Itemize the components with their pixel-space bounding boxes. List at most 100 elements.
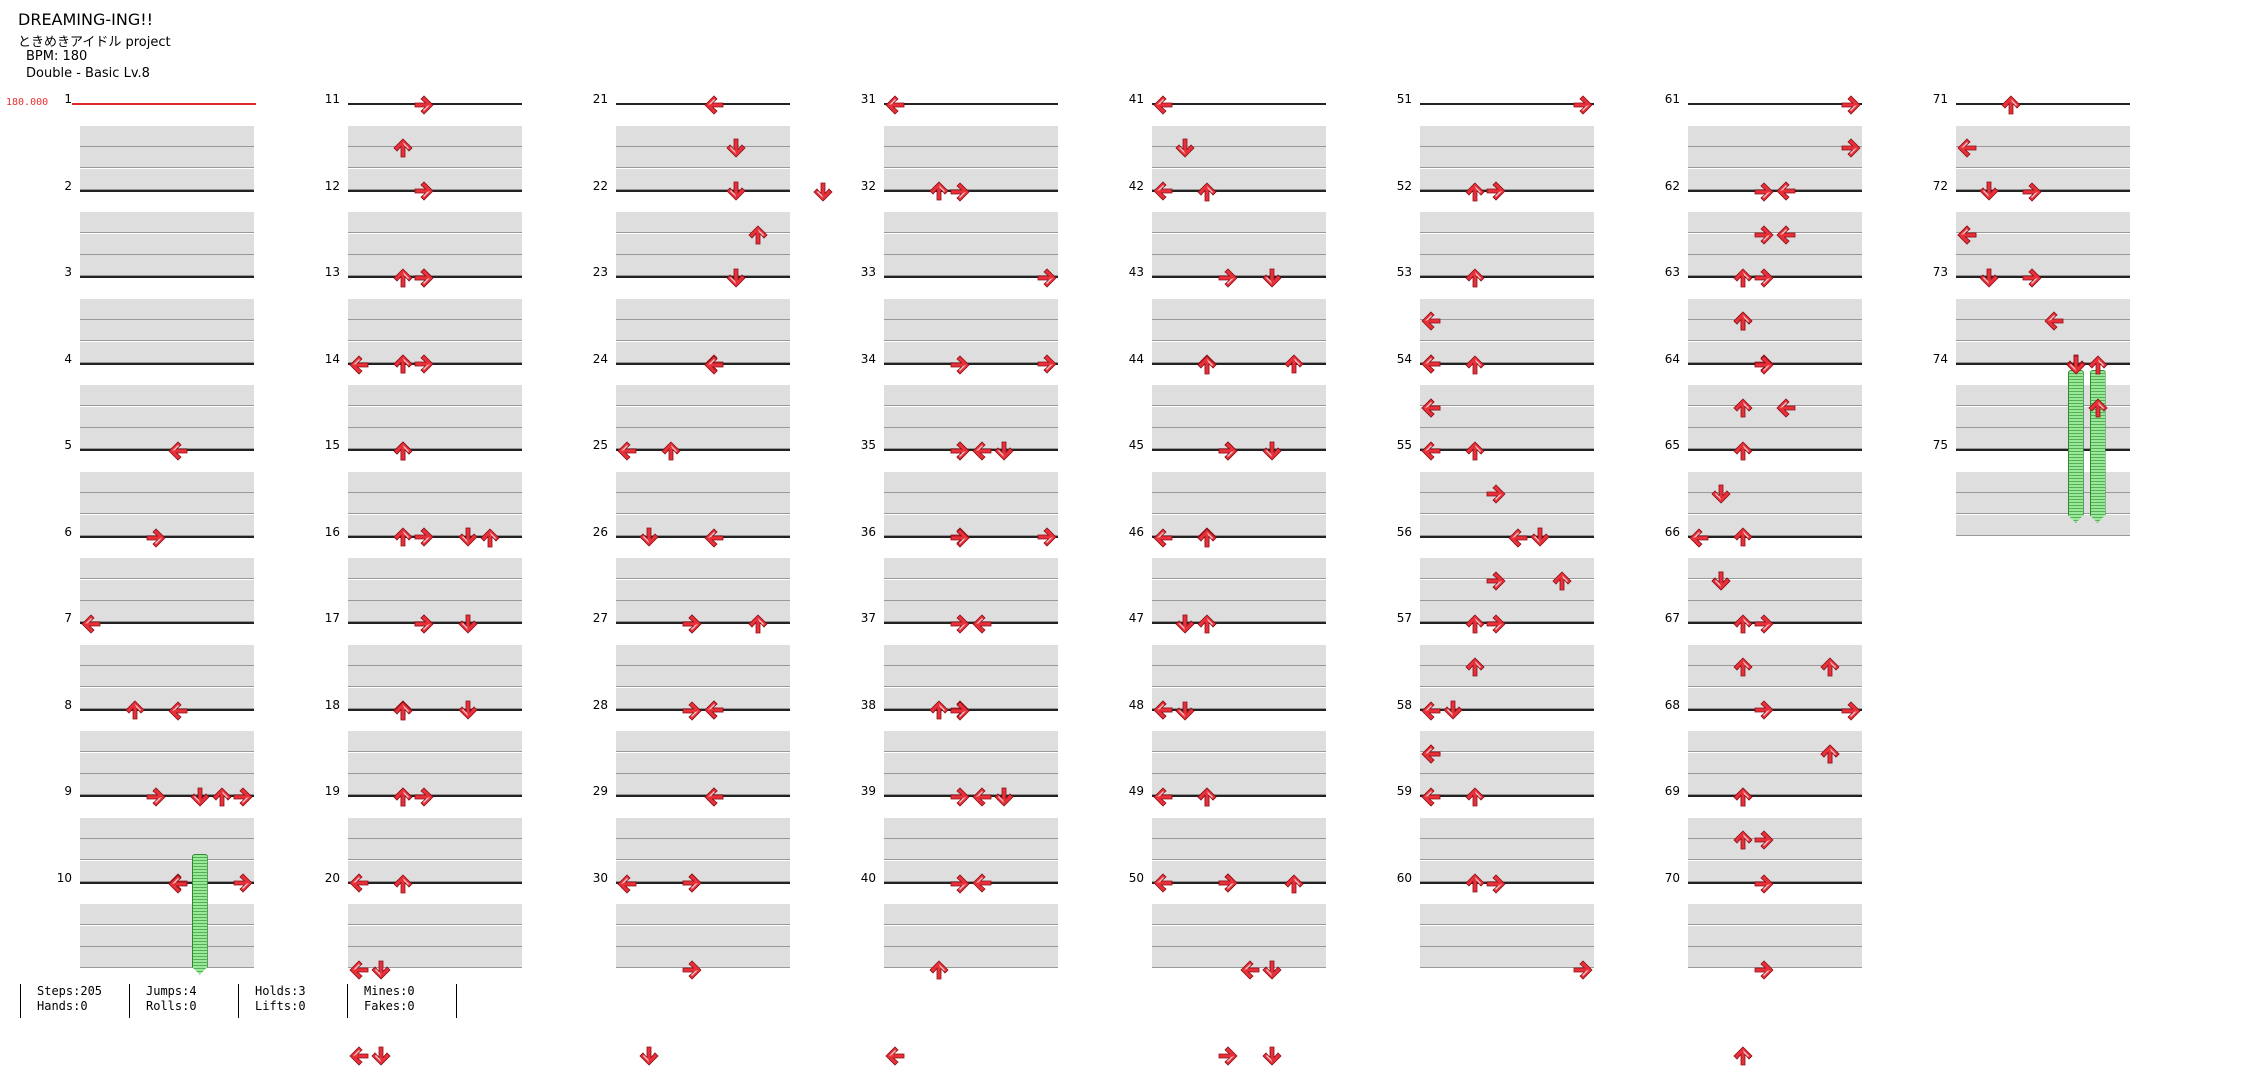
measure-line bbox=[1152, 708, 1326, 711]
beat-band bbox=[616, 774, 790, 796]
measure-line bbox=[884, 362, 1058, 365]
arrow-note bbox=[1421, 398, 1441, 418]
measure-number: 46 bbox=[1128, 524, 1144, 539]
measure-number: 69 bbox=[1664, 784, 1680, 798]
arrow-note bbox=[972, 614, 992, 634]
arrow-note bbox=[928, 960, 949, 980]
arrow-note bbox=[1175, 614, 1195, 634]
arrow-note bbox=[682, 700, 702, 721]
measure-line bbox=[1420, 103, 1594, 105]
beat-band bbox=[1688, 601, 1862, 623]
arrow-note bbox=[1037, 527, 1057, 547]
beat-band bbox=[1688, 147, 1862, 169]
beat-band bbox=[1152, 925, 1326, 947]
arrow-note bbox=[1153, 873, 1173, 893]
measure-line bbox=[1152, 881, 1326, 884]
measure-line bbox=[80, 276, 254, 278]
beat-band bbox=[616, 644, 790, 666]
measure-line bbox=[348, 103, 522, 105]
arrow-note bbox=[1464, 787, 1485, 807]
arrow-note bbox=[1732, 1046, 1753, 1066]
beat-band bbox=[1956, 514, 2130, 536]
beat-band bbox=[884, 558, 1058, 580]
measure-number: 57 bbox=[1396, 611, 1412, 625]
measure-number: 18 bbox=[324, 697, 340, 712]
beat-band bbox=[1152, 687, 1326, 709]
measure-line bbox=[884, 276, 1058, 278]
stat-fakes: Fakes:0 bbox=[364, 999, 415, 1013]
measure-line bbox=[348, 189, 522, 192]
arrow-note bbox=[1486, 571, 1506, 591]
measure-number: 53 bbox=[1396, 265, 1412, 279]
arrow-note bbox=[747, 614, 768, 634]
beat-band bbox=[1688, 752, 1862, 774]
beat-band bbox=[616, 406, 790, 428]
beat-band bbox=[1420, 666, 1594, 688]
beat-band bbox=[80, 558, 254, 580]
arrow-note bbox=[1979, 181, 1999, 201]
beat-band bbox=[1956, 493, 2130, 515]
measure-line bbox=[348, 622, 522, 624]
measure-number: 66 bbox=[1664, 524, 1680, 539]
arrow-note bbox=[1732, 441, 1753, 461]
measure-number: 31 bbox=[860, 92, 876, 106]
bpm-change-line bbox=[72, 103, 256, 105]
beat-band bbox=[348, 860, 522, 882]
measure-number: 70 bbox=[1664, 870, 1680, 885]
beat-band bbox=[884, 147, 1058, 169]
beat-band bbox=[1420, 601, 1594, 623]
beat-band bbox=[348, 493, 522, 515]
beat-band bbox=[884, 666, 1058, 688]
measure-line bbox=[1688, 535, 1862, 538]
measure-number: 74 bbox=[1932, 351, 1948, 366]
beat-band bbox=[1688, 514, 1862, 536]
beat-band bbox=[348, 514, 522, 536]
beat-band bbox=[1420, 233, 1594, 255]
measure-line bbox=[1420, 276, 1594, 278]
beat-band bbox=[1420, 687, 1594, 709]
beat-band bbox=[80, 212, 254, 234]
arrow-note bbox=[1573, 960, 1593, 980]
measure-line bbox=[884, 535, 1058, 538]
measure-line bbox=[616, 622, 790, 624]
measure-line bbox=[884, 622, 1058, 624]
measure-line bbox=[1956, 103, 2130, 105]
measure-line bbox=[1152, 622, 1326, 624]
beat-band bbox=[884, 839, 1058, 861]
beat-band bbox=[348, 687, 522, 709]
chart-difficulty: Double - Basic Lv.8 bbox=[26, 66, 150, 81]
beat-band bbox=[80, 168, 254, 190]
measure-number: 44 bbox=[1128, 351, 1144, 366]
arrow-note bbox=[414, 268, 434, 288]
beat-band bbox=[884, 752, 1058, 774]
measure-line bbox=[616, 362, 790, 365]
arrow-note bbox=[972, 441, 992, 461]
beat-band bbox=[1420, 168, 1594, 190]
bpm-change-marker: 180.000 bbox=[6, 97, 49, 108]
stat-group-holds: Holds:3 Lifts:0 bbox=[238, 984, 347, 1018]
arrow-note bbox=[682, 960, 702, 980]
beat-band bbox=[1688, 687, 1862, 709]
beat-band bbox=[1688, 471, 1862, 493]
beat-band bbox=[616, 320, 790, 342]
measure-number: 43 bbox=[1128, 265, 1144, 279]
arrow-note bbox=[1262, 960, 1282, 980]
arrow-note bbox=[1486, 181, 1506, 201]
beat-band bbox=[1956, 298, 2130, 320]
beat-band bbox=[1688, 947, 1862, 969]
beat-band bbox=[884, 731, 1058, 753]
arrow-note bbox=[414, 614, 434, 634]
arrow-note bbox=[1732, 614, 1753, 634]
beat-band bbox=[1688, 731, 1862, 753]
beat-band bbox=[80, 385, 254, 407]
arrow-note bbox=[950, 181, 970, 202]
beat-band bbox=[348, 168, 522, 190]
beat-band bbox=[348, 731, 522, 753]
measure-line bbox=[1688, 449, 1862, 451]
beat-band bbox=[1152, 255, 1326, 277]
measure-number: 36 bbox=[860, 524, 876, 539]
arrow-note bbox=[726, 268, 746, 288]
beat-band bbox=[1420, 774, 1594, 796]
arrow-note bbox=[1421, 744, 1441, 764]
measure-line bbox=[1152, 795, 1326, 797]
